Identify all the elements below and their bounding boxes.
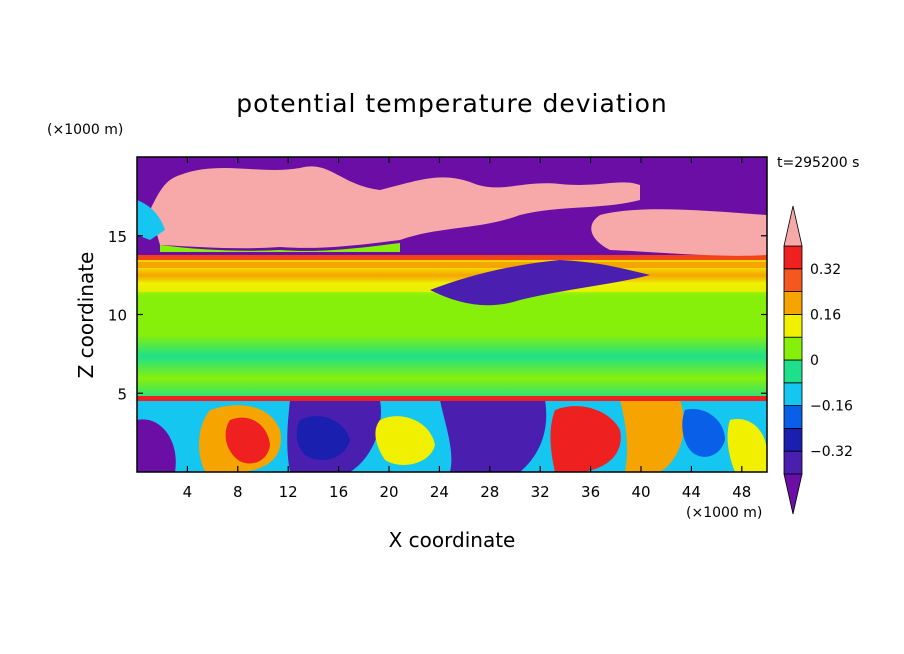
colorbar-swatch [783, 313, 803, 338]
green-edge-1 [160, 243, 400, 252]
colorbar-bottom-arrow [783, 473, 803, 515]
colorbar-swatch [783, 359, 803, 384]
y-ticks: 5 10 15 [108, 228, 767, 403]
x-axis-label: X coordinate [389, 528, 516, 552]
lower-yellow-1 [727, 419, 767, 472]
x-tick-label: 8 [233, 483, 243, 501]
cyan-edge [137, 200, 165, 240]
y-unit-label: (×1000 m) [47, 122, 123, 138]
x-ticks: 4 8 12 16 20 24 28 32 36 40 44 48 [183, 157, 751, 501]
x-tick-label: 4 [183, 483, 193, 501]
warm-band [137, 252, 767, 260]
x-tick-label: 20 [379, 483, 398, 501]
x-tick-label: 36 [581, 483, 600, 501]
colorbar-swatch [783, 450, 803, 475]
x-tick-label: 32 [531, 483, 550, 501]
lower-blue-1 [296, 416, 350, 460]
colorbar-label: 0.16 [810, 307, 841, 323]
colorbar-swatch [783, 405, 803, 429]
lower-red-1 [225, 417, 270, 464]
mid-layer [137, 255, 767, 400]
colorbar-label: 0.32 [810, 262, 841, 278]
x-tick-label: 24 [430, 483, 449, 501]
x-tick-label: 44 [682, 483, 701, 501]
colorbar-swatch [783, 291, 803, 315]
x-tick-label: 12 [279, 483, 298, 501]
y-tick-label: 15 [108, 228, 127, 246]
colorbar-swatch [783, 245, 803, 270]
pink-cloud-2 [591, 209, 767, 256]
boundary-red-band [137, 396, 767, 401]
colorbar-top-arrow [783, 205, 803, 247]
colorbar-swatch [783, 427, 803, 452]
lower-orange-3 [620, 400, 684, 472]
heatmap-field [137, 157, 767, 472]
chart-title: potential temperature deviation [236, 89, 667, 118]
colorbar-label: −0.16 [810, 399, 853, 415]
colorbar: −0.32 −0.16 0 0.16 0.32 [783, 205, 853, 515]
lower-blue-2 [682, 409, 725, 457]
pink-cloud-1 [150, 166, 640, 249]
lower-purple-3 [137, 419, 176, 472]
colorbar-swatch [783, 382, 803, 406]
y-tick-label: 10 [108, 307, 127, 325]
time-label: t=295200 s [777, 155, 859, 171]
x-tick-label: 28 [480, 483, 499, 501]
colorbar-label: −0.32 [810, 444, 853, 460]
colorbar-swatch [783, 268, 803, 292]
x-tick-label: 16 [329, 483, 348, 501]
lower-orange-2 [375, 416, 435, 465]
warm-band-2 [137, 262, 767, 268]
colorbar-swatch [783, 336, 803, 361]
x-tick-label: 40 [631, 483, 650, 501]
x-tick-label: 48 [732, 483, 751, 501]
colorbar-label: 0 [810, 353, 819, 369]
purple-intrusion [430, 260, 650, 306]
y-tick-label: 5 [117, 385, 127, 403]
y-axis-label: Z coordinate [74, 252, 98, 379]
x-unit-label: (×1000 m) [686, 505, 762, 521]
lower-red-2 [550, 406, 621, 472]
lower-purple-2 [440, 400, 547, 472]
